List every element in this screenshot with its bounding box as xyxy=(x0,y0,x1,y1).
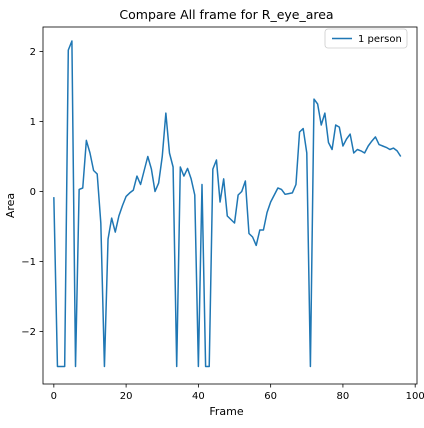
series-layer xyxy=(53,40,402,368)
x-tick-label: 40 xyxy=(192,391,205,402)
y-tick-label: −2 xyxy=(21,327,36,338)
x-tick-label: 0 xyxy=(51,391,57,402)
chart-title: Compare All frame for R_eye_area xyxy=(119,7,333,22)
y-axis: −2 −1 0 1 2 xyxy=(21,47,43,338)
y-axis-label: Area xyxy=(4,193,17,218)
legend-box xyxy=(324,28,408,49)
x-tick-label: 20 xyxy=(120,391,133,402)
legend-label: 1 person xyxy=(358,34,402,45)
y-tick-label: 2 xyxy=(30,47,36,58)
y-tick-label: 1 xyxy=(30,117,36,128)
x-axis: 0 20 40 60 80 100 xyxy=(51,384,424,402)
y-tick-label: −1 xyxy=(21,257,36,268)
x-tick-label: 60 xyxy=(264,391,277,402)
series-line-0 xyxy=(53,40,402,368)
x-tick-label: 100 xyxy=(406,391,424,402)
x-tick-label: 80 xyxy=(337,391,350,402)
legend: 1 person xyxy=(324,28,408,49)
y-tick-label: 0 xyxy=(30,187,36,198)
x-axis-label: Frame xyxy=(209,405,244,418)
plot-area xyxy=(42,26,418,385)
